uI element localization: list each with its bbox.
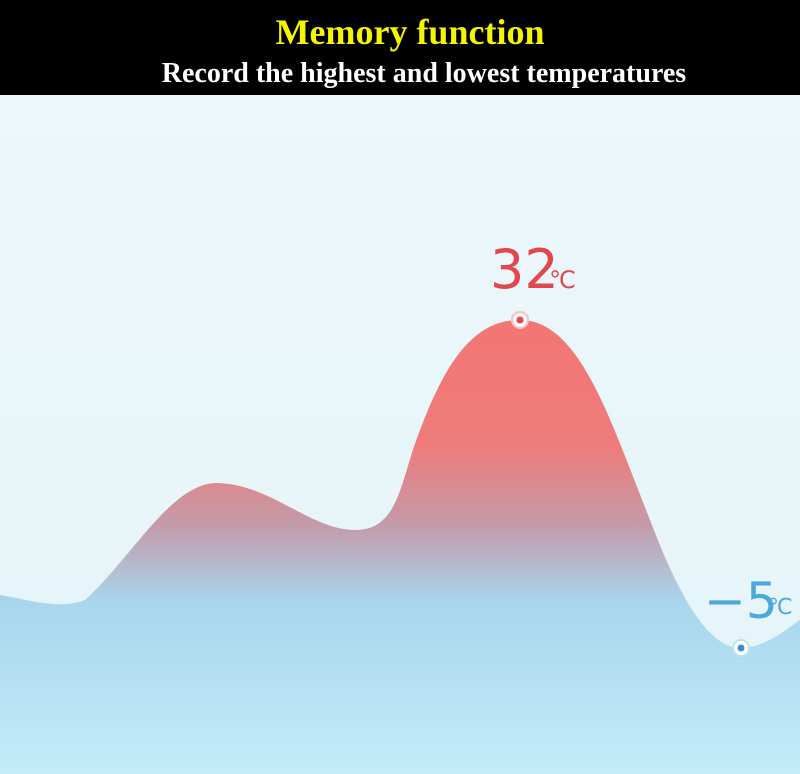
low-unit: ℃ [768,595,793,620]
high-marker-dot [516,316,524,324]
low-marker-dot [737,644,745,652]
header-bar [0,0,800,95]
title: Memory function [276,12,545,52]
subtitle: Record the highest and lowest temperatur… [162,58,687,89]
low-number: −5 [704,572,778,630]
temperature-wave [0,320,800,774]
high-unit: ℃ [549,266,576,294]
high-number: 32 [490,238,559,301]
